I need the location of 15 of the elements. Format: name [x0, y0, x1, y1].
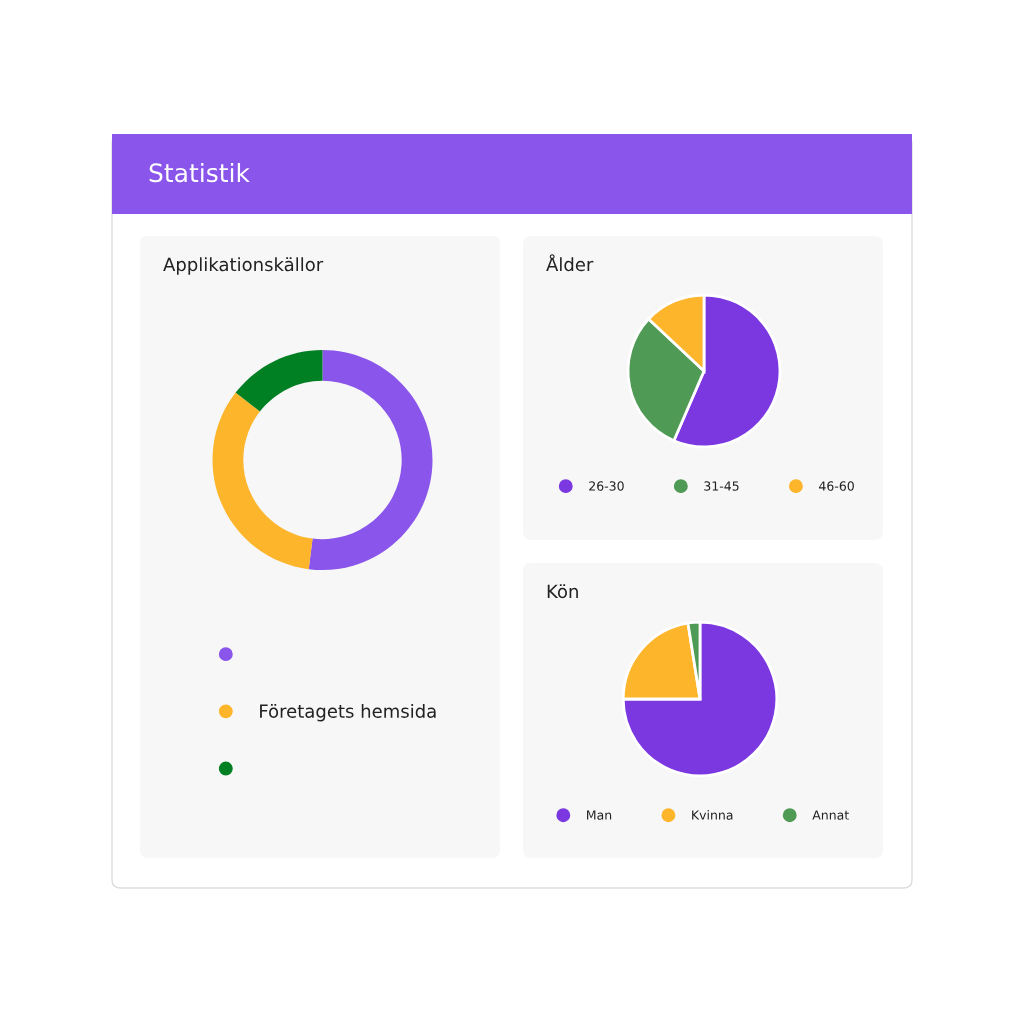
- legend-label: Företagets hemsida: [260, 703, 436, 722]
- legend-label: Man: [587, 810, 612, 820]
- donut-slice: [212, 392, 313, 570]
- legend-label: 46-60: [819, 481, 854, 491]
- legend-label: 31-45: [704, 481, 739, 491]
- text: Statistik: [149, 162, 250, 183]
- pie-slice: [621, 620, 779, 778]
- donut-slice: [235, 350, 323, 412]
- legend-label: Kvinna: [692, 810, 733, 820]
- chart-title: Ålder: [546, 254, 594, 272]
- chart-title: Kön: [547, 584, 578, 599]
- chart-title: Applikationskällor: [163, 257, 324, 275]
- legend-label: Annat: [812, 810, 849, 820]
- legend-label: 26-30: [589, 481, 624, 491]
- donut-slice: [308, 350, 433, 570]
